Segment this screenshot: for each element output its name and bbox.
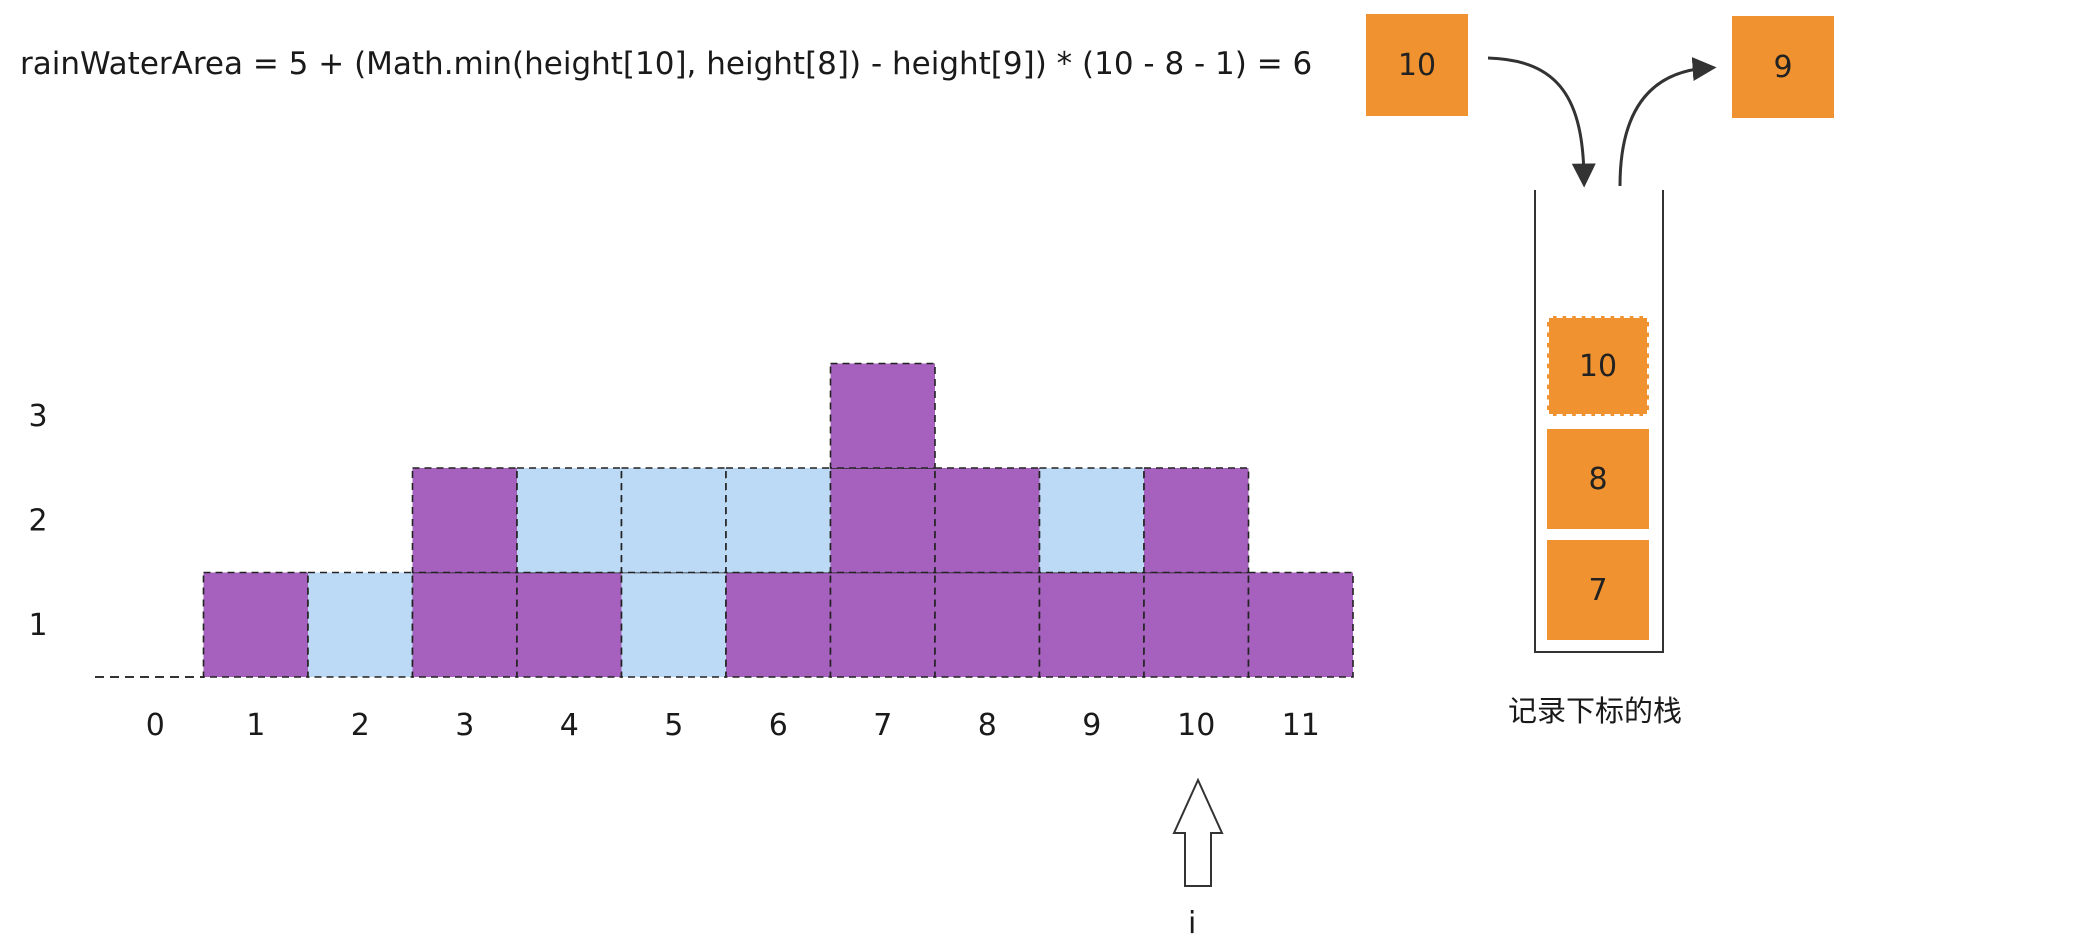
y-tick-label: 2: [28, 503, 47, 538]
water-cell: [725, 467, 832, 574]
bar-cell: [411, 467, 518, 574]
water-cell: [1038, 467, 1145, 574]
x-tick-label: 0: [146, 708, 165, 743]
x-tick-label: 4: [560, 708, 579, 743]
water-cell: [307, 571, 414, 678]
x-tick-label: 11: [1282, 708, 1320, 743]
pushed-index-label: 10: [1397, 47, 1437, 83]
bar-cell: [829, 467, 936, 574]
stack-item-label: 8: [1588, 461, 1608, 497]
pointer-arrow-icon: [1172, 777, 1224, 887]
bar-cell: [1143, 571, 1250, 678]
formula-text: rainWaterArea = 5 + (Math.min(height[10]…: [20, 46, 1313, 82]
stack-item-top: 10: [1547, 316, 1649, 416]
cell-grid: [202, 362, 1354, 678]
x-tick-label: 1: [246, 708, 265, 743]
x-tick-label: 5: [664, 708, 683, 743]
x-tick-label: 10: [1177, 708, 1215, 743]
push-arrow-icon: [1487, 56, 1596, 188]
water-cell: [516, 467, 623, 574]
bar-cell: [202, 571, 309, 678]
stack-item-label: 10: [1578, 348, 1618, 384]
x-tick-label: 2: [351, 708, 370, 743]
water-cell: [620, 571, 727, 678]
stack-item-label: 7: [1588, 572, 1608, 608]
x-tick-label: 7: [873, 708, 892, 743]
stack-container: [1534, 190, 1664, 653]
y-tick-label: 3: [28, 399, 47, 434]
stack-item-bottom: 7: [1547, 540, 1649, 640]
bar-cell: [934, 571, 1041, 678]
bar-cell: [725, 571, 832, 678]
stack-item-middle: 8: [1547, 429, 1649, 529]
water-cell: [620, 467, 727, 574]
popped-index-box: 9: [1732, 16, 1834, 118]
bar-cell: [411, 571, 518, 678]
bar-cell: [829, 362, 936, 469]
y-tick-label: 1: [28, 608, 47, 643]
x-tick-label: 6: [769, 708, 788, 743]
bar-cell: [934, 467, 1041, 574]
pushed-index-box: 10: [1366, 14, 1468, 116]
x-tick-label: 3: [455, 708, 474, 743]
x-axis-labels: 0 1 2 3 4 5 6 7 8 9 10 11: [146, 708, 1320, 743]
bar-cell: [1247, 571, 1354, 678]
x-tick-label: 9: [1082, 708, 1101, 743]
y-axis-labels: 1 2 3: [28, 399, 47, 643]
bar-cell: [829, 571, 936, 678]
x-tick-label: 8: [978, 708, 997, 743]
pointer-label: i: [1188, 906, 1197, 941]
bar-cell: [1038, 571, 1145, 678]
bar-cell: [516, 571, 623, 678]
popped-index-label: 9: [1773, 49, 1793, 85]
pop-arrow-icon: [1618, 57, 1717, 187]
stack-caption: 记录下标的栈: [1508, 694, 1683, 728]
bar-cell: [1143, 467, 1250, 574]
